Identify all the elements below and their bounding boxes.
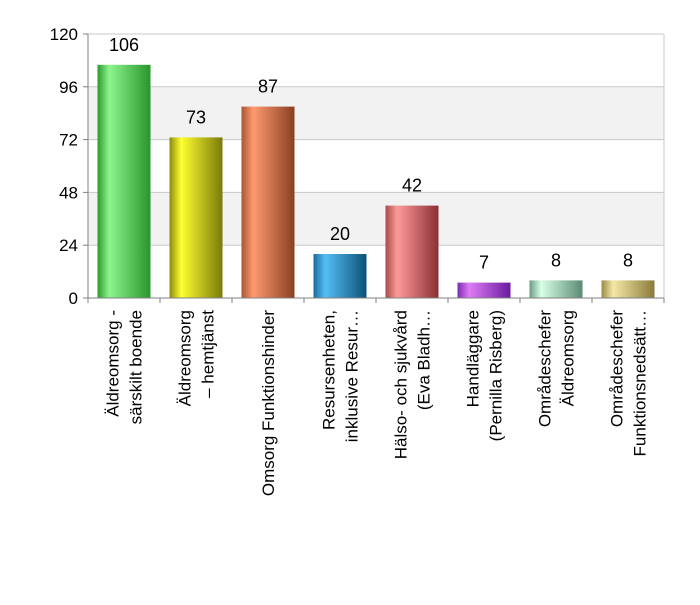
- data-label: 42: [402, 176, 422, 196]
- x-tick-label: Områdeschefer Funktionsnedsätt…: [608, 310, 650, 457]
- x-tick-label-line: Omsorg Funktionshinder: [259, 310, 278, 496]
- x-tick-label-line: – hemtjänst: [199, 310, 218, 398]
- data-labels: 106 73 87 20 42 7 8 8: [109, 35, 633, 273]
- data-label: 7: [479, 253, 489, 273]
- x-tick-label: Omsorg Funktionshinder: [259, 310, 278, 496]
- axes: [83, 33, 665, 303]
- data-label: 73: [186, 107, 206, 127]
- bar: [313, 254, 367, 298]
- x-tick-label: Äldreomsorg – hemtjänst: [176, 310, 218, 407]
- bars: [97, 64, 655, 298]
- x-tick-label-line: inklusive Resur…: [343, 310, 362, 442]
- x-tick-label: Äldreomsorg - särskilt boende: [104, 310, 146, 424]
- x-tick-label-line: Handläggare: [464, 310, 483, 407]
- plot-band: [88, 86, 664, 140]
- plot-band: [88, 34, 664, 87]
- x-tick-label: Hälso- och sjukvård (Eva Bladh…: [392, 310, 434, 459]
- bar: [601, 280, 655, 298]
- plot-bands: [88, 34, 664, 298]
- x-tick-label: Resursenheten, inklusive Resur…: [320, 310, 362, 442]
- bar: [385, 205, 439, 298]
- bar: [169, 137, 223, 298]
- x-tick-label: Områdeschefer Äldreomsorg: [536, 310, 578, 427]
- x-tick-label-line: särskilt boende: [127, 310, 146, 424]
- x-tick-label-line: Äldreomsorg -: [104, 310, 123, 417]
- x-tick-label-line: Hälso- och sjukvård: [392, 310, 411, 459]
- x-tick-label-line: Områdeschefer: [536, 310, 555, 427]
- bar: [457, 282, 511, 298]
- y-tick-label: 120: [50, 25, 78, 44]
- x-tick-labels: Äldreomsorg - särskilt boende Äldreomsorg –…: [104, 310, 650, 496]
- bar: [529, 280, 583, 298]
- x-tick-label-line: (Eva Bladh…: [415, 310, 434, 410]
- x-tick-label-line: Äldreomsorg: [176, 310, 195, 406]
- y-tick-label: 0: [69, 289, 78, 308]
- x-tick-label-line: Områdeschefer: [608, 310, 627, 427]
- bar: [97, 64, 151, 298]
- x-tick-label: Handläggare (Pernilla Risberg): [464, 310, 506, 441]
- y-tick-label: 96: [59, 78, 78, 97]
- y-tick-label: 24: [59, 236, 78, 255]
- x-tick-label-line: Resursenheten,: [320, 310, 339, 430]
- x-tick-label-line: (Pernilla Risberg): [487, 310, 506, 441]
- y-tick-label: 72: [59, 131, 78, 150]
- x-tick-label-line: Äldreomsorg: [559, 310, 578, 406]
- data-label: 20: [330, 224, 350, 244]
- y-tick-labels: 0 24 48 72 96 120: [50, 25, 78, 308]
- y-tick-label: 48: [59, 183, 78, 202]
- x-tick-label-line: Funktionsnedsätt…: [631, 310, 650, 456]
- data-label: 8: [623, 250, 633, 270]
- bar: [241, 106, 295, 298]
- data-label: 8: [551, 250, 561, 270]
- data-label: 87: [258, 77, 278, 97]
- data-label: 106: [109, 35, 139, 55]
